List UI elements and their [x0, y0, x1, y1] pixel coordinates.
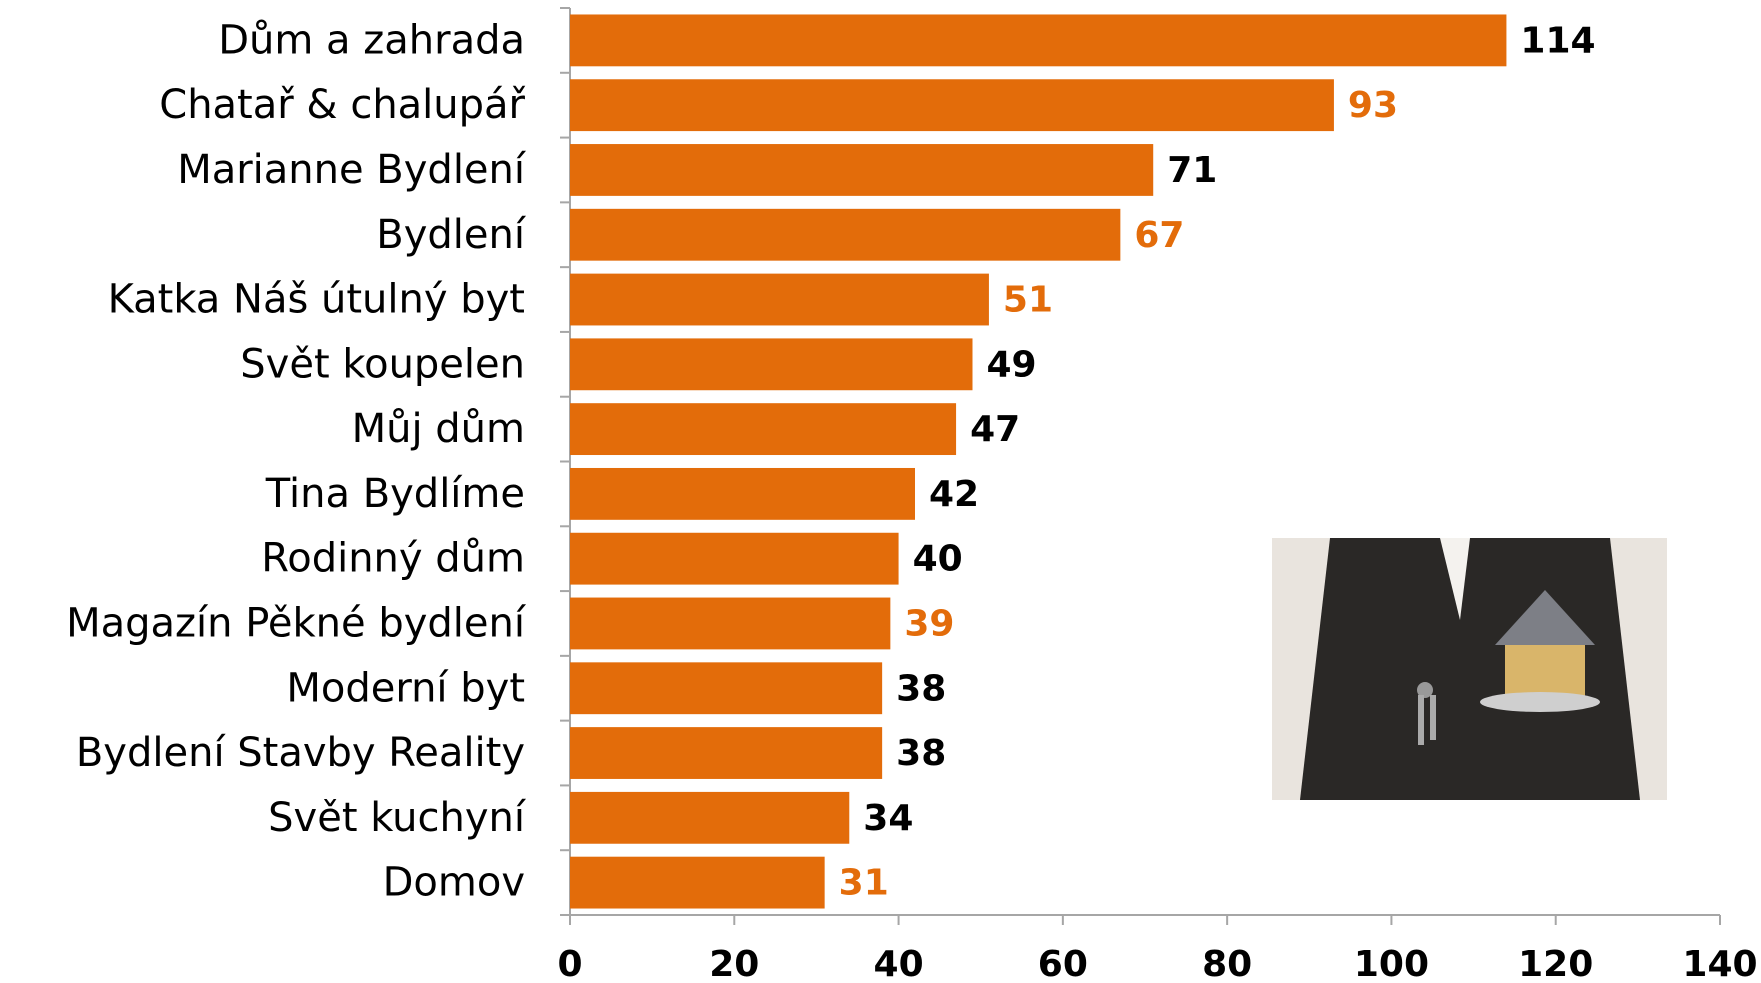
- bar: [570, 727, 882, 779]
- x-tick-label: 140: [1682, 944, 1757, 983]
- bar: [570, 468, 915, 520]
- category-label: Svět koupelen: [240, 341, 525, 387]
- category-label: Magazín Pěkné bydlení: [66, 600, 527, 646]
- category-label: Svět kuchyní: [268, 795, 527, 841]
- chart: 0 20 40 60 80 100 120 140 Dům a zahrada 114 Chatař…: [0, 0, 1761, 983]
- category-label: Rodinný dům: [261, 536, 525, 582]
- value-label: 38: [896, 668, 946, 709]
- value-label: 93: [1348, 85, 1398, 126]
- page: 0 20 40 60 80 100 120 140 Dům a zahrada 114 Chatař…: [0, 0, 1761, 983]
- value-label: 34: [863, 798, 913, 839]
- bar: [570, 662, 882, 714]
- value-label: 39: [904, 603, 954, 644]
- category-label: Bydlení: [376, 212, 527, 258]
- value-label: 40: [913, 539, 963, 580]
- category-label: Moderní byt: [286, 665, 525, 711]
- category-label: Katka Náš útulný byt: [108, 277, 525, 323]
- x-tick-label: 120: [1518, 944, 1593, 983]
- bar: [570, 209, 1120, 261]
- category-label: Můj dům: [352, 406, 525, 452]
- bar: [570, 274, 989, 326]
- value-label: 31: [839, 863, 889, 904]
- value-label: 49: [987, 344, 1037, 385]
- x-tick-label: 80: [1202, 944, 1252, 983]
- bar: [570, 338, 973, 390]
- value-label: 67: [1134, 215, 1184, 256]
- bar: [570, 144, 1153, 196]
- bar: [570, 79, 1334, 131]
- category-label: Domov: [383, 860, 525, 906]
- x-tick-label: 100: [1354, 944, 1429, 983]
- value-label: 42: [929, 474, 979, 515]
- x-tick-label: 40: [874, 944, 924, 983]
- bar: [570, 792, 849, 844]
- category-label: Tina Bydlíme: [265, 471, 525, 517]
- category-label: Bydlení Stavby Reality: [76, 730, 525, 776]
- bar: [570, 14, 1506, 66]
- x-tick-label: 20: [709, 944, 759, 983]
- category-label: Marianne Bydlení: [177, 147, 527, 193]
- category-label: Chatař & chalupář: [159, 82, 525, 128]
- bar: [570, 403, 956, 455]
- value-label: 114: [1520, 20, 1595, 61]
- x-tick-label: 60: [1038, 944, 1088, 983]
- bar: [570, 857, 825, 909]
- category-label: Dům a zahrada: [218, 17, 525, 63]
- bar: [570, 598, 890, 650]
- bar: [570, 533, 899, 585]
- photo: [1272, 538, 1667, 800]
- value-label: 38: [896, 733, 946, 774]
- x-tick-label: 0: [557, 944, 582, 983]
- value-label: 47: [970, 409, 1020, 450]
- value-label: 51: [1003, 280, 1053, 321]
- value-label: 71: [1167, 150, 1217, 191]
